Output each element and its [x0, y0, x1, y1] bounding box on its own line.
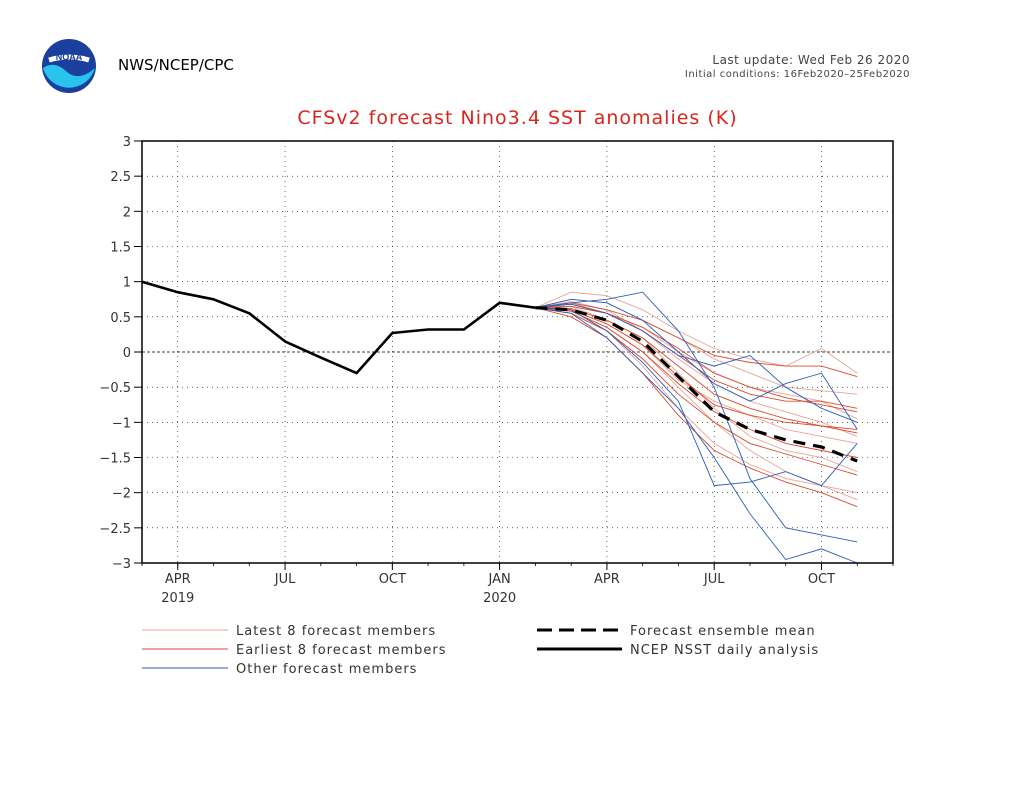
earliest-member-line: [535, 307, 858, 476]
x-tick-label: OCT: [379, 572, 406, 587]
y-tick-label: 2.5: [110, 170, 131, 185]
y-tick-label: −1: [112, 416, 131, 431]
latest-member-line: [535, 291, 858, 374]
y-tick-label: −0.5: [99, 381, 131, 396]
y-tick-label: −1.5: [99, 452, 131, 467]
x-tick-label: APR: [594, 572, 620, 587]
y-tick-label: 0.5: [110, 311, 131, 326]
x-year-label: 2020: [483, 591, 516, 606]
org-label: NWS/NCEP/CPC: [118, 56, 234, 74]
y-tick-label: 1: [123, 276, 131, 291]
y-tick-label: 3: [123, 135, 131, 150]
axes-layer: 3 2.5 2 1.5 1 0.5 0 −0.5 −1 −1.5 −2 −2.5 −3 APR 2019 JU…: [99, 135, 894, 606]
other-member-line: [535, 291, 858, 543]
x-tick-label: JUL: [703, 572, 725, 587]
legend-label-latest: Latest 8 forecast members: [236, 624, 436, 639]
y-tick-label: −2: [112, 487, 131, 502]
earliest-member-line: [535, 307, 858, 458]
other-member-line: [535, 303, 858, 423]
y-tick-label: −3: [112, 557, 131, 572]
legend-label-other: Other forecast members: [236, 662, 417, 677]
y-tick-label: 0: [123, 346, 131, 361]
main-layer: [141, 280, 858, 463]
latest-member-line: [535, 305, 858, 473]
legend-label-analysis: NCEP NSST daily analysis: [630, 643, 819, 658]
earliest-member-line: [535, 307, 858, 434]
grid-layer: [142, 141, 893, 563]
latest-member-line: [535, 307, 858, 501]
other-member-line: [535, 307, 858, 487]
x-tick-label: OCT: [808, 572, 835, 587]
member-layer: [535, 291, 858, 564]
noaa-logo: NOAA: [42, 39, 96, 93]
x-tick-label: APR: [165, 572, 191, 587]
earliest-member-line: [535, 307, 858, 508]
last-update: Last update: Wed Feb 26 2020: [712, 53, 910, 67]
other-member-line: [535, 298, 858, 430]
analysis-line: [141, 280, 536, 375]
y-tick-label: −2.5: [99, 522, 131, 537]
legend-label-mean: Forecast ensemble mean: [630, 624, 816, 639]
chart-title: CFSv2 forecast Nino3.4 SST anomalies (K): [297, 107, 738, 129]
latest-member-line: [535, 307, 858, 494]
initial-conditions: Initial conditions: 16Feb2020–25Feb2020: [684, 69, 910, 80]
y-tick-label: 2: [123, 205, 131, 220]
other-member-line: [535, 307, 858, 564]
latest-member-line: [535, 300, 858, 437]
noaa-logo-text: NOAA: [56, 52, 83, 62]
plot-frame: [141, 140, 894, 564]
earliest-member-line: [535, 302, 858, 378]
x-tick-label: JUL: [274, 572, 296, 587]
earliest-member-line: [535, 307, 858, 430]
legend-label-earliest: Earliest 8 forecast members: [236, 643, 447, 658]
legend-layer: Latest 8 forecast members Earliest 8 fore…: [142, 624, 819, 677]
ensemble-mean-line: [535, 306, 858, 463]
y-tick-label: 1.5: [110, 241, 131, 256]
x-tick-label: JAN: [488, 572, 511, 587]
x-year-label: 2019: [161, 591, 194, 606]
